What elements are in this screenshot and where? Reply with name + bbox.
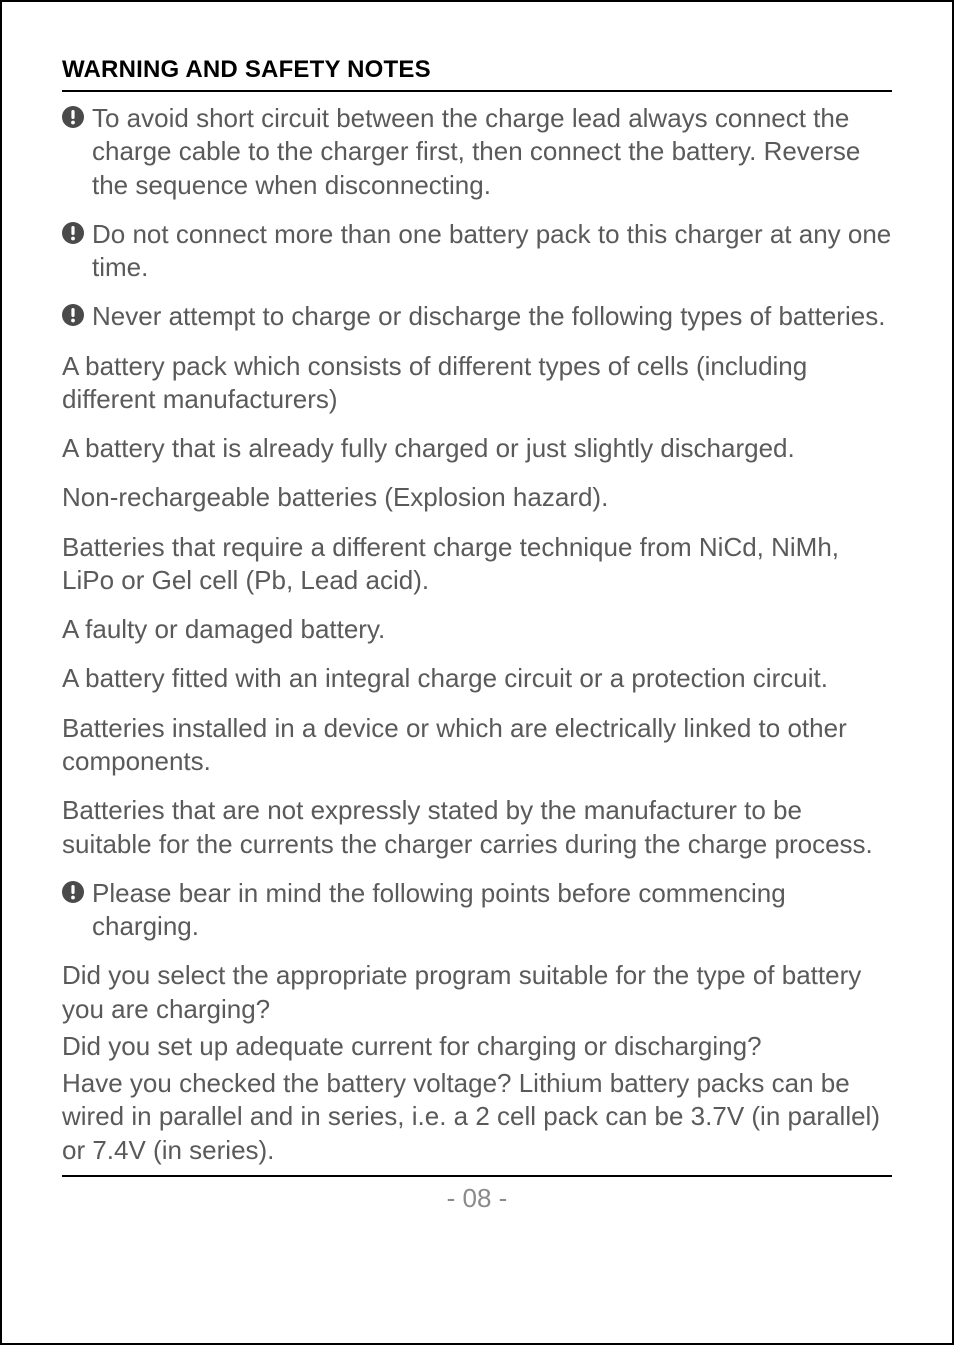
list-item: Batteries that are not expressly stated … [62, 794, 892, 861]
list-item: A battery that is already fully charged … [62, 432, 892, 465]
exclamation-icon [62, 881, 84, 908]
warning-item: Do not connect more than one battery pac… [62, 218, 892, 285]
warning-item: Never attempt to charge or discharge the… [62, 300, 892, 333]
question-text: Did you set up adequate current for char… [62, 1030, 892, 1063]
footer-rule [62, 1175, 892, 1177]
list-item: Batteries installed in a device or which… [62, 712, 892, 779]
list-item: A battery pack which consists of differe… [62, 350, 892, 417]
question-text: Have you checked the battery voltage? Li… [62, 1067, 892, 1167]
page-container: WARNING AND SAFETY NOTES To avoid short … [0, 0, 954, 1345]
list-item: A faulty or damaged battery. [62, 613, 892, 646]
list-item: A battery fitted with an integral charge… [62, 662, 892, 695]
exclamation-icon [62, 106, 84, 133]
question-text: Did you select the appropriate program s… [62, 959, 892, 1026]
warning-text: To avoid short circuit between the charg… [92, 102, 892, 202]
warning-text: Please bear in mind the following points… [92, 877, 892, 944]
warning-item: Please bear in mind the following points… [62, 877, 892, 944]
heading-rule [62, 90, 892, 92]
list-item: Non-rechargeable batteries (Explosion ha… [62, 481, 892, 514]
warning-item: To avoid short circuit between the charg… [62, 102, 892, 202]
exclamation-icon [62, 222, 84, 249]
page-number: - 08 - [62, 1183, 892, 1214]
list-item: Batteries that require a different charg… [62, 531, 892, 598]
section-heading: WARNING AND SAFETY NOTES [62, 56, 892, 90]
exclamation-icon [62, 304, 84, 331]
warning-text: Never attempt to charge or discharge the… [92, 300, 885, 333]
warning-text: Do not connect more than one battery pac… [92, 218, 892, 285]
